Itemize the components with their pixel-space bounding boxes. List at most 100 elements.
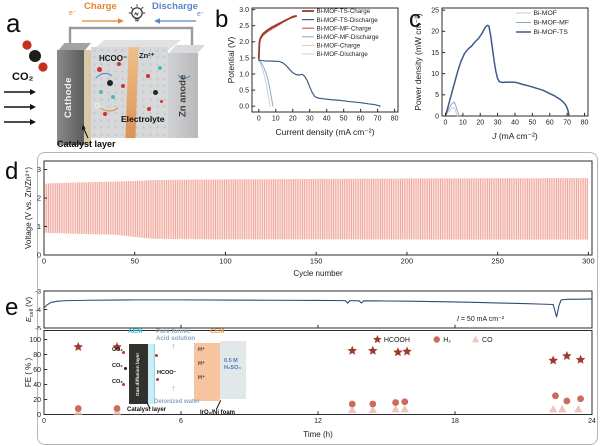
svg-text:Bi-MOF-Discharge: Bi-MOF-Discharge bbox=[317, 51, 369, 58]
svg-text:60: 60 bbox=[33, 367, 41, 374]
co2-label: CO₂ bbox=[112, 347, 123, 353]
svg-text:250: 250 bbox=[491, 257, 504, 266]
svg-text:2: 2 bbox=[37, 193, 41, 202]
svg-text:Current density (mA cm⁻²): Current density (mA cm⁻²) bbox=[276, 127, 375, 137]
o2-label: O₂ bbox=[94, 101, 104, 110]
svg-text:Bi-MOF-MF: Bi-MOF-MF bbox=[534, 20, 570, 27]
discharge-electron-label: e⁻ bbox=[197, 11, 205, 18]
proton-label: H⁺ bbox=[198, 347, 205, 353]
svg-text:CO: CO bbox=[482, 337, 493, 344]
charge-electron-label: e⁻ bbox=[69, 10, 77, 17]
svg-text:-4: -4 bbox=[35, 307, 41, 314]
circuit-wire-and-arrows bbox=[4, 4, 196, 125]
co2-feed-label: CO₂ bbox=[12, 71, 34, 83]
svg-text:0: 0 bbox=[444, 120, 448, 127]
cycling-chart: 0 50 100 150 200 250 300 0 1 2 3 Cycle number Voltag… bbox=[25, 160, 595, 278]
aem-label: AEM bbox=[128, 328, 143, 335]
svg-text:-3: -3 bbox=[35, 288, 41, 295]
deionized-water-label: Deionized water bbox=[154, 399, 200, 405]
acid-formula-label: H₂SO₄ bbox=[224, 365, 241, 371]
svg-text:0: 0 bbox=[37, 250, 41, 259]
aem-strip bbox=[148, 344, 155, 404]
svg-text:0: 0 bbox=[435, 113, 439, 120]
molecule-dot bbox=[121, 84, 125, 88]
panel-c-label: c bbox=[409, 6, 421, 33]
svg-text:Bi-MOF-MF-Charge: Bi-MOF-MF-Charge bbox=[317, 25, 372, 32]
svg-text:0: 0 bbox=[257, 116, 261, 123]
molecule-dot bbox=[111, 95, 115, 99]
proton-label: H⁺ bbox=[198, 375, 205, 381]
zinc-ion-label: Zn²⁺ bbox=[139, 51, 155, 60]
svg-text:Bi-MOF-TS: Bi-MOF-TS bbox=[534, 29, 569, 36]
svg-text:18: 18 bbox=[451, 418, 459, 425]
svg-text:0: 0 bbox=[42, 257, 46, 266]
up-arrow-icon: ↑ bbox=[171, 341, 176, 351]
proton-label: H⁺ bbox=[198, 361, 205, 367]
svg-text:20: 20 bbox=[476, 120, 484, 127]
electrolyzer-inset: AEM Pure formic Acid solution CEM Gas di… bbox=[112, 328, 254, 419]
molecule-dot bbox=[107, 80, 113, 86]
molecule-dot bbox=[99, 90, 103, 94]
molecule-dot bbox=[155, 354, 158, 357]
svg-text:H₂: H₂ bbox=[443, 337, 451, 344]
svg-text:Time (h): Time (h) bbox=[303, 430, 333, 439]
inset-catalyst-layer-label: Catalyst layer bbox=[127, 407, 167, 413]
cell-voltage-chart: -3 -4 -5Ecell (V) I = 50 mA cm⁻² bbox=[25, 288, 593, 330]
molecule-dot bbox=[153, 90, 158, 95]
panel-e-label: e bbox=[5, 294, 19, 321]
svg-text:6: 6 bbox=[179, 418, 183, 425]
svg-text:3.0: 3.0 bbox=[239, 7, 249, 14]
svg-text:Ecell (V): Ecell (V) bbox=[25, 296, 35, 322]
svg-text:30: 30 bbox=[306, 116, 314, 123]
svg-text:Potential (V): Potential (V) bbox=[226, 36, 236, 83]
svg-text:Cycle number: Cycle number bbox=[293, 269, 343, 278]
svg-text:5: 5 bbox=[435, 92, 439, 99]
svg-text:0.0: 0.0 bbox=[239, 104, 249, 111]
gas-diffusion-layer-block bbox=[129, 344, 148, 404]
svg-text:50: 50 bbox=[340, 116, 348, 123]
catalyst-layer-strip bbox=[84, 50, 91, 145]
polarization-chart: 0 10 20 30 40 50 60 70 80 0.0 0.5 1.0 1.5 2.0 2.5 3.0 Cu… bbox=[226, 7, 399, 137]
svg-text:50: 50 bbox=[528, 120, 536, 127]
panel-a-schematic: e⁻ Charge Discharge e⁻ CO₂ Cathode HCOO⁻… bbox=[0, 0, 225, 155]
svg-text:10: 10 bbox=[272, 116, 280, 123]
svg-text:100: 100 bbox=[29, 337, 41, 344]
svg-text:25: 25 bbox=[431, 8, 439, 15]
iro2-foam-block bbox=[220, 341, 246, 399]
svg-text:-5: -5 bbox=[35, 325, 41, 330]
svg-text:200: 200 bbox=[401, 257, 414, 266]
svg-text:Bi-MOF-TS-Charge: Bi-MOF-TS-Charge bbox=[317, 8, 371, 15]
svg-text:Bi-MOF-MF-Discharge: Bi-MOF-MF-Discharge bbox=[317, 34, 380, 41]
svg-text:10: 10 bbox=[459, 120, 467, 127]
cem-acid-block bbox=[194, 343, 220, 401]
svg-text:0.5: 0.5 bbox=[239, 88, 249, 95]
svg-text:40: 40 bbox=[323, 116, 331, 123]
svg-text:10: 10 bbox=[431, 71, 439, 78]
molecule-dot bbox=[103, 112, 107, 116]
svg-text:100: 100 bbox=[219, 257, 232, 266]
up-arrow-icon: ↑ bbox=[171, 383, 176, 393]
cathode-block bbox=[57, 50, 84, 145]
svg-text:70: 70 bbox=[563, 120, 571, 127]
molecule-dot bbox=[147, 107, 151, 111]
svg-text:0: 0 bbox=[42, 418, 46, 425]
svg-text:60: 60 bbox=[357, 116, 365, 123]
molecule-dot bbox=[97, 67, 102, 72]
svg-text:70: 70 bbox=[374, 116, 382, 123]
panel-d-label: d bbox=[5, 158, 19, 185]
svg-text:80: 80 bbox=[391, 116, 399, 123]
gdl-label: Gas diffusion layer bbox=[135, 352, 141, 396]
panel-b-label: b bbox=[215, 6, 229, 33]
svg-text:80: 80 bbox=[581, 120, 589, 127]
hcoo-label: HCOO⁻ bbox=[157, 370, 177, 376]
svg-text:50: 50 bbox=[131, 257, 139, 266]
molecule-dot bbox=[160, 100, 163, 103]
cem-label: CEM bbox=[210, 328, 225, 335]
svg-text:3: 3 bbox=[37, 165, 41, 174]
faradaic-efficiency-chart: 0 6 12 18 24 0 20 40 60 80 100 Time (h) FE ( % ) HCOO… bbox=[25, 330, 596, 439]
svg-text:30: 30 bbox=[494, 120, 502, 127]
svg-text:24: 24 bbox=[588, 418, 596, 425]
cathode-label: Cathode bbox=[63, 77, 75, 119]
electrolyte-label: Electrolyte bbox=[121, 114, 165, 124]
formate-label: HCOO⁻ bbox=[99, 54, 128, 63]
